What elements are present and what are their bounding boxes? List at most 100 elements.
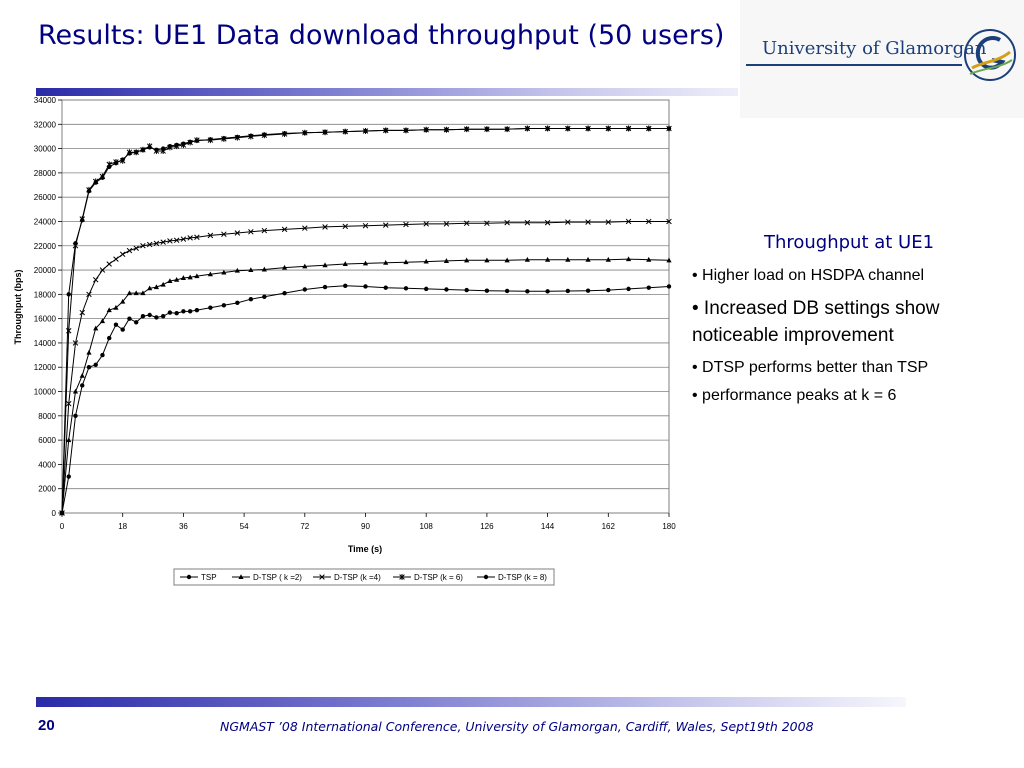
y-tick-label: 18000 [34,290,57,299]
data-point [302,130,307,135]
data-point [93,362,98,368]
data-point [343,129,348,134]
y-tick-label: 28000 [34,169,57,178]
data-point [86,188,92,194]
data-point [302,225,308,231]
data-point [153,240,160,247]
data-point [59,510,65,516]
series-line [61,258,670,514]
title-gradient-bar [36,88,738,96]
data-point [120,327,125,332]
data-point [605,256,611,262]
data-point [362,260,369,266]
data-point [93,325,99,331]
data-point [187,139,193,145]
data-point [403,286,409,291]
data-point [160,239,166,245]
data-point [147,145,152,150]
data-point [107,164,112,170]
data-point [207,271,213,277]
y-tick-label: 26000 [34,193,57,202]
data-point [504,288,510,294]
x-tick-label: 54 [240,522,249,531]
data-point [140,147,146,153]
data-point [167,238,173,244]
data-point [173,237,180,244]
series-5 [59,126,672,516]
data-point [484,288,490,293]
legend-box [173,568,555,586]
data-point [181,309,186,314]
y-tick-label: 16000 [34,315,57,324]
data-point [585,256,591,262]
data-point [113,322,119,327]
series-line [61,285,670,514]
page-number: 20 [38,717,55,734]
series-lines [59,125,672,516]
data-point [66,437,72,443]
data-point [319,574,325,580]
y-tick-label: 14000 [34,339,57,348]
data-point [126,247,133,254]
data-point [120,157,125,162]
data-point [107,335,112,341]
data-point [504,219,510,226]
data-point [248,229,254,235]
data-point [113,304,119,310]
y-tick-labels: 0 2000 4000 6000 8000 10000 12000 14000 16000 180… [34,96,57,518]
data-point [666,257,672,263]
data-point [194,234,200,241]
bullet-item: • DTSP performs better than TSP [692,359,929,376]
data-point [443,258,450,263]
legend-label: D-TSP (k =4) [334,573,381,582]
data-point [160,281,166,287]
data-point [363,284,368,289]
slide-title: Results: UE1 Data download throughput (5… [38,20,725,51]
data-point [133,320,139,325]
data-point [100,352,105,358]
data-point [119,251,126,258]
data-point [282,290,287,296]
data-point [248,297,254,302]
data-point [483,574,489,580]
data-point [167,310,173,315]
data-point [187,309,193,314]
data-point [133,150,139,155]
data-point [383,259,389,265]
y-axis-label: Throughput (bps) [13,270,23,345]
data-point [545,289,550,294]
data-point [463,220,470,227]
results-panel: Throughput at UE1 • Higher load on HSDPA… [684,232,1014,415]
data-point [382,222,389,228]
data-point [383,285,388,290]
x-tick-label: 144 [541,522,555,531]
data-point [221,231,227,237]
data-point [626,126,631,131]
data-point [605,219,612,225]
data-point [403,259,409,265]
data-point [282,131,287,136]
data-point [342,223,349,230]
legend-label: D-TSP (k = 8) [498,573,547,582]
data-point [484,126,490,132]
data-point [100,175,105,180]
y-tick-label: 22000 [34,242,57,251]
data-point [106,261,112,267]
legend-label: TSP [201,573,217,582]
data-point [666,126,672,131]
data-point [238,574,244,579]
bullet-item: • Higher load on HSDPA channel [692,267,925,284]
data-point [186,574,192,580]
data-point [154,147,159,153]
data-point [127,316,132,321]
data-point [585,219,591,225]
data-point [262,132,267,137]
x-tick-label: 126 [480,522,494,531]
y-tick-label: 10000 [34,388,57,397]
data-point [221,303,227,308]
data-point [424,127,429,132]
legend-entry: D-TSP (k =4) [313,573,381,582]
data-point [424,286,429,292]
data-point [147,285,153,291]
data-point [234,267,240,273]
